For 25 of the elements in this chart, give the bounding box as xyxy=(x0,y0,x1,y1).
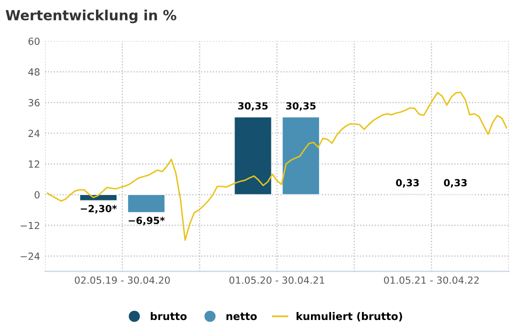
y-tick-label: 0 xyxy=(34,191,40,198)
data-label: −6,95* xyxy=(128,216,165,226)
y-tick-label: 24 xyxy=(28,130,40,137)
data-label: −2,30* xyxy=(80,204,117,214)
x-tick-label: 01.05.21 - 30.04.22 xyxy=(384,276,479,284)
bar xyxy=(127,194,166,213)
x-tick-label: 01.05.20 - 30.04.21 xyxy=(229,276,324,284)
x-tick-label: 02.05.19 - 30.04.20 xyxy=(74,276,170,284)
data-label: 0,33 xyxy=(444,179,467,188)
legend-label: netto xyxy=(226,312,257,320)
legend-label: kumuliert (brutto) xyxy=(296,312,402,322)
y-tick-label: 60 xyxy=(28,38,40,45)
data-label: 30,35 xyxy=(238,102,268,111)
chart-title: Wertentwicklung in % xyxy=(6,10,176,24)
y-tick-label: 36 xyxy=(28,99,40,106)
data-label: 0,33 xyxy=(396,179,419,188)
y-tick-label: 48 xyxy=(28,68,40,76)
data-label: 30,35 xyxy=(286,102,316,111)
y-tick-label: 12 xyxy=(28,160,40,168)
bar xyxy=(79,194,118,201)
y-tick-label: −12 xyxy=(20,222,40,230)
legend-label: brutto xyxy=(150,312,187,320)
bar xyxy=(282,116,320,196)
y-tick-label: −24 xyxy=(20,252,40,260)
bar xyxy=(234,116,272,196)
